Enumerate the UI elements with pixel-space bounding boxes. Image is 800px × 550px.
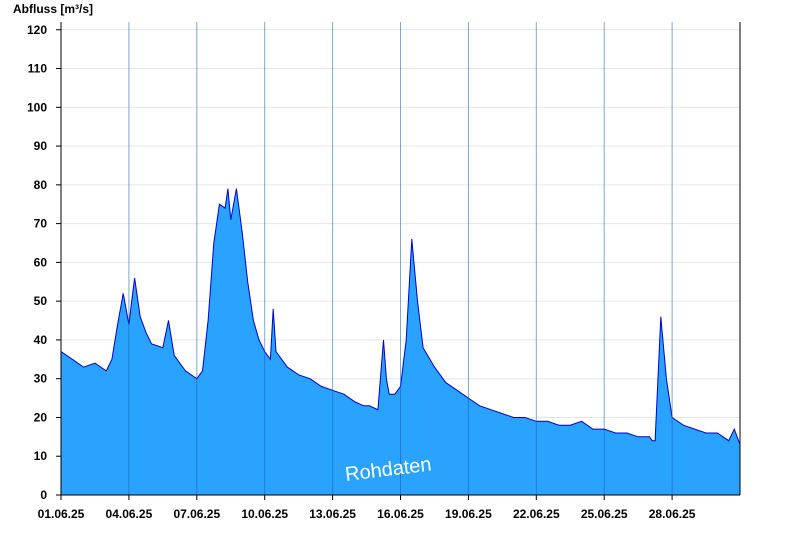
- x-tick-label: 10.06.25: [241, 507, 288, 521]
- y-tick-label: 20: [34, 410, 48, 424]
- y-axis-ticks: 0 10 20 30 40 50 60 70 80 90 100 110 120: [27, 23, 61, 502]
- x-tick-label: 22.06.25: [513, 507, 560, 521]
- y-tick-label: 50: [34, 294, 48, 308]
- y-tick-label: 30: [34, 372, 48, 386]
- series-line: [60, 188, 741, 445]
- y-tick-label: 90: [34, 139, 48, 153]
- x-tick-label: 04.06.25: [106, 507, 153, 521]
- y-tick-label: 120: [27, 23, 47, 37]
- x-tick-label: 13.06.25: [309, 507, 356, 521]
- series-area: [61, 188, 740, 495]
- y-tick-label: 100: [27, 100, 47, 114]
- y-tick-label: 40: [34, 333, 48, 347]
- plot-area: [60, 22, 741, 495]
- x-tick-label: 07.06.25: [173, 507, 220, 521]
- x-tick-label: 01.06.25: [38, 507, 85, 521]
- y-tick-label: 60: [34, 255, 48, 269]
- x-axis-ticks: 01.06.25 04.06.25 07.06.25 10.06.25 13.06.25…: [38, 495, 696, 521]
- y-tick-label: 80: [34, 178, 48, 192]
- y-axis-title: Abfluss [m³/s]: [13, 2, 93, 16]
- x-tick-label: 16.06.25: [377, 507, 424, 521]
- y-tick-label: 10: [34, 449, 48, 463]
- y-tick-label: 110: [28, 62, 48, 76]
- y-tick-label: 70: [34, 217, 48, 231]
- x-tick-label: 19.06.25: [445, 507, 492, 521]
- x-tick-label: 25.06.25: [581, 507, 628, 521]
- x-tick-label: 28.06.25: [649, 507, 696, 521]
- y-tick-label: 0: [40, 488, 47, 502]
